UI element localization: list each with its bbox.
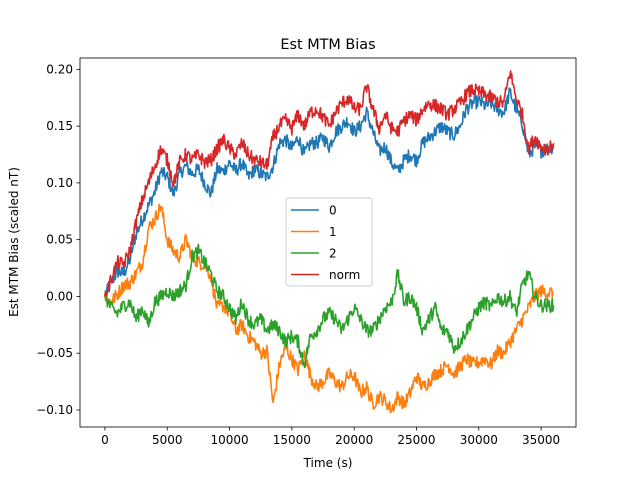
legend-box bbox=[285, 197, 373, 287]
legend-label-0: 0 bbox=[329, 204, 337, 218]
x-tick-label: 20000 bbox=[335, 433, 373, 447]
series-line-2 bbox=[104, 243, 555, 369]
series-lines bbox=[104, 70, 555, 414]
y-tick-label: −0.05 bbox=[36, 346, 73, 360]
y-tick-label: −0.10 bbox=[36, 403, 73, 417]
y-tick-label: 0.15 bbox=[46, 119, 73, 133]
chart-title: Est MTM Bias bbox=[280, 37, 375, 53]
x-tick-label: 35000 bbox=[522, 433, 560, 447]
x-tick-label: 10000 bbox=[210, 433, 248, 447]
y-axis-label: Est MTM Bias (scaled nT) bbox=[7, 167, 21, 317]
legend-label-1: 1 bbox=[329, 225, 337, 239]
y-tick-label: 0.00 bbox=[46, 289, 73, 303]
x-tick-label: 30000 bbox=[460, 433, 498, 447]
x-axis-label: Time (s) bbox=[303, 456, 353, 470]
y-tick-label: 0.05 bbox=[46, 233, 73, 247]
y-tick-label: 0.20 bbox=[46, 62, 73, 76]
y-tick-label: 0.10 bbox=[46, 176, 73, 190]
x-tick-label: 15000 bbox=[273, 433, 311, 447]
legend-label-2: 2 bbox=[329, 247, 337, 261]
axes-frame bbox=[79, 57, 577, 428]
x-tick-label: 25000 bbox=[397, 433, 435, 447]
axes: 0 5000 10000 15000 20000 25000 30000 35000 −0.10… bbox=[36, 57, 577, 447]
x-tick-label: 0 bbox=[101, 433, 109, 447]
x-tick-label: 5000 bbox=[152, 433, 183, 447]
legend: 0 1 2 norm bbox=[285, 197, 373, 287]
legend-label-norm: norm bbox=[329, 268, 360, 282]
series-line-norm bbox=[104, 70, 555, 297]
series-line-1 bbox=[104, 203, 554, 414]
